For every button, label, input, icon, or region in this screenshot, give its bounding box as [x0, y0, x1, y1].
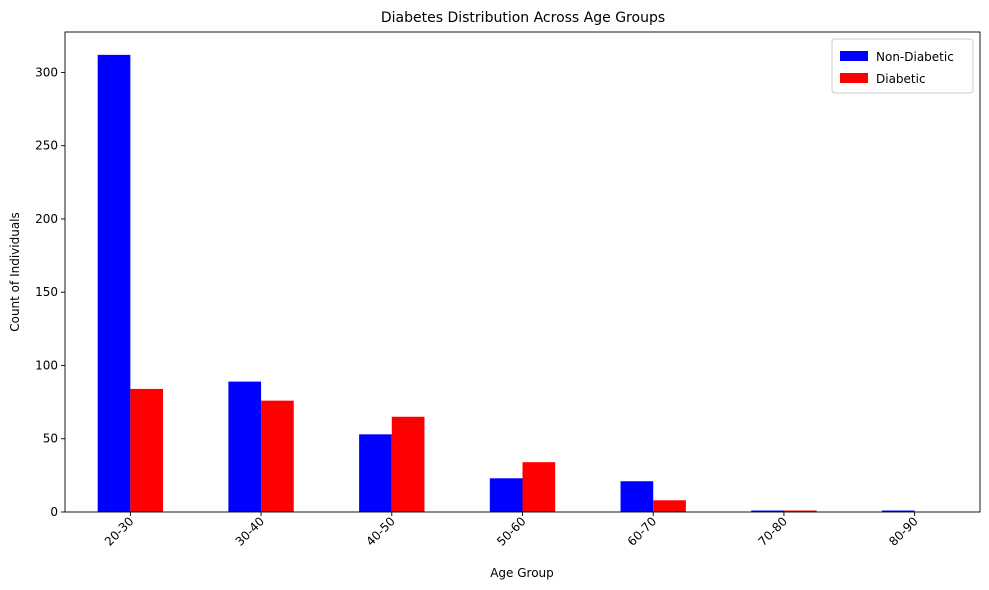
y-axis-ticks: 0 50 100 150 200 250 300 — [35, 65, 65, 519]
bar-diabetic-20-30 — [130, 388, 164, 512]
chart-title: Diabetes Distribution Across Age Groups — [381, 10, 665, 26]
x-axis-label: Age Group — [490, 566, 554, 580]
y-tick-label: 150 — [35, 285, 58, 299]
bar-non-diabetic-30-40 — [228, 381, 262, 512]
x-tick-label: 20-30 — [102, 514, 137, 549]
bar-non-diabetic-70-80 — [751, 510, 784, 512]
legend-swatch — [840, 73, 868, 83]
legend-label: Non-Diabetic — [876, 50, 954, 64]
x-tick-label: 60-70 — [625, 514, 660, 549]
bar-diabetic-60-70 — [653, 500, 686, 512]
bar-diabetic-70-80 — [783, 510, 817, 512]
bar-non-diabetic-40-50 — [359, 434, 392, 512]
x-tick-label: 30-40 — [233, 514, 268, 549]
x-tick-label: 80-90 — [886, 514, 921, 549]
y-tick-label: 100 — [35, 358, 58, 372]
bar-non-diabetic-50-60 — [489, 478, 523, 512]
bars-layer — [97, 54, 915, 512]
y-tick-label: 0 — [50, 505, 58, 519]
bar-diabetic-40-50 — [391, 416, 425, 512]
y-tick-label: 200 — [35, 212, 58, 226]
bar-non-diabetic-80-90 — [881, 510, 915, 512]
bar-non-diabetic-60-70 — [620, 481, 654, 512]
bar-diabetic-50-60 — [522, 462, 556, 512]
legend: Non-Diabetic Diabetic — [831, 38, 974, 94]
bar-diabetic-30-40 — [261, 400, 294, 512]
x-tick-label: 40-50 — [363, 514, 398, 549]
legend-label: Diabetic — [876, 72, 926, 86]
y-axis-label: Count of Individuals — [8, 212, 22, 332]
x-axis-ticks: 20-30 30-40 40-50 50-60 60-70 70-80 80-90 — [102, 512, 921, 549]
bar-non-diabetic-20-30 — [97, 54, 131, 512]
x-tick-label: 50-60 — [494, 514, 529, 549]
x-tick-label: 70-80 — [755, 514, 790, 549]
y-tick-label: 300 — [35, 65, 58, 79]
plot-frame — [64, 31, 981, 513]
y-tick-label: 250 — [35, 139, 58, 153]
y-tick-label: 50 — [43, 432, 58, 446]
legend-swatch — [840, 51, 868, 61]
